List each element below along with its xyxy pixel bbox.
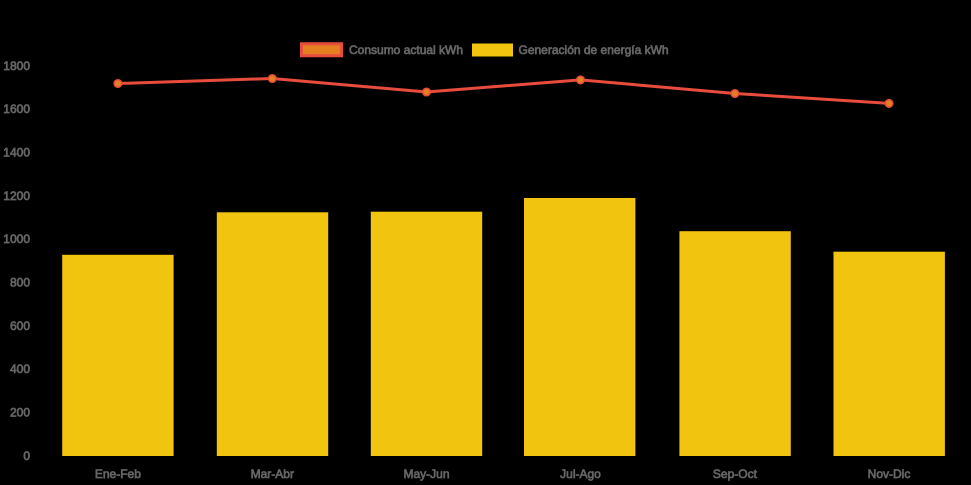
svg-text:Jul-Ago: Jul-Ago: [560, 467, 601, 481]
svg-text:Sep-Oct: Sep-Oct: [713, 467, 758, 481]
svg-text:400: 400: [10, 362, 30, 376]
svg-text:1000: 1000: [3, 232, 30, 246]
svg-text:1800: 1800: [3, 59, 30, 73]
svg-text:600: 600: [10, 319, 30, 333]
svg-text:Generación de energía kWh: Generación de energía kWh: [519, 43, 669, 57]
svg-text:Ene-Feb: Ene-Feb: [95, 467, 141, 481]
svg-text:Nov-Dic: Nov-Dic: [868, 467, 911, 481]
svg-text:200: 200: [10, 406, 30, 420]
svg-text:Consumo actual kWh: Consumo actual kWh: [349, 43, 463, 57]
svg-text:1600: 1600: [3, 102, 30, 116]
svg-text:0: 0: [23, 449, 30, 463]
svg-text:Mar-Abr: Mar-Abr: [251, 467, 294, 481]
svg-text:1400: 1400: [3, 146, 30, 160]
svg-text:800: 800: [10, 276, 30, 290]
svg-text:May-Jun: May-Jun: [403, 467, 449, 481]
svg-text:1200: 1200: [3, 189, 30, 203]
